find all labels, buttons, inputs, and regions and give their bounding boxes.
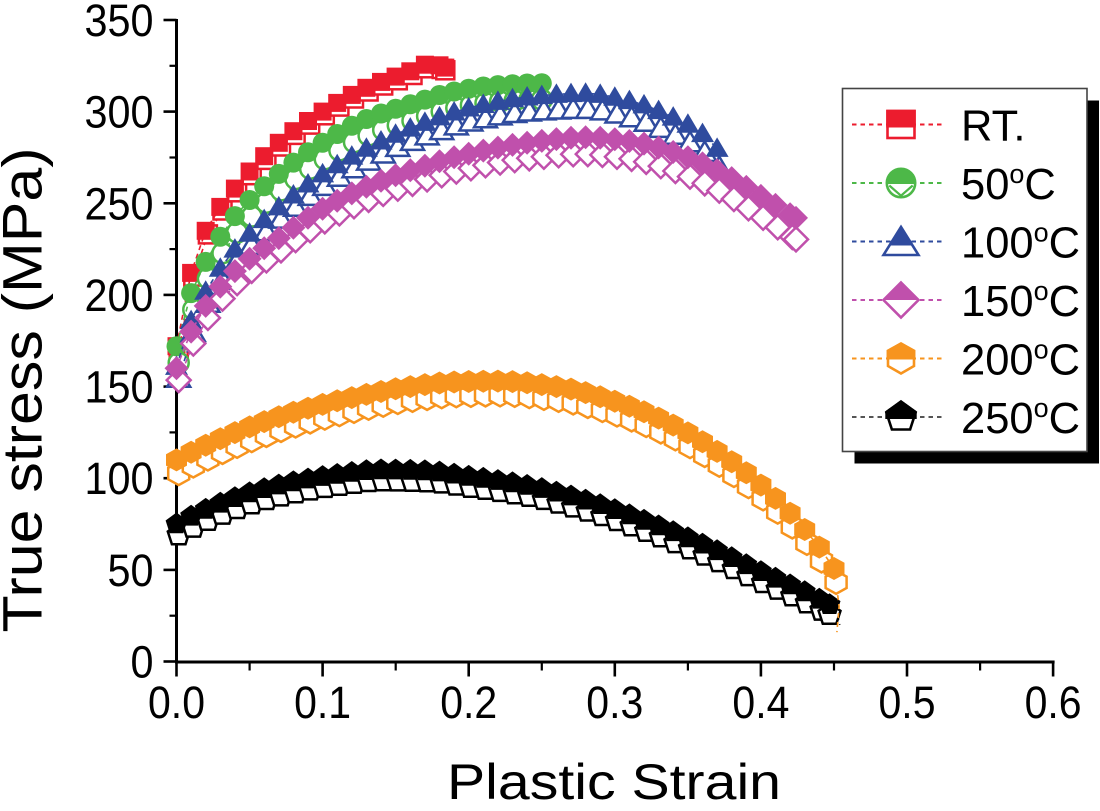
svg-text:200oC: 200oC [961,335,1080,385]
svg-text:0.4: 0.4 [732,677,789,728]
svg-text:300: 300 [85,87,154,138]
svg-text:Plastic Strain: Plastic Strain [447,754,781,806]
svg-text:250: 250 [85,178,154,229]
svg-text:100oC: 100oC [961,218,1080,268]
svg-text:0.5: 0.5 [879,677,936,728]
svg-text:150oC: 150oC [961,276,1080,326]
svg-text:0.1: 0.1 [294,677,351,728]
svg-text:50: 50 [108,545,154,596]
svg-text:250oC: 250oC [961,393,1080,443]
svg-text:0: 0 [131,637,154,688]
svg-text:50oC: 50oC [961,159,1056,209]
svg-text:0.3: 0.3 [586,677,643,728]
svg-text:0.0: 0.0 [148,677,205,728]
svg-text:0.2: 0.2 [440,677,497,728]
svg-text:100: 100 [85,453,154,504]
svg-text:0.6: 0.6 [1025,677,1082,728]
svg-text:150: 150 [85,362,154,413]
svg-text:350: 350 [85,0,154,46]
svg-text:RT.: RT. [961,103,1025,151]
svg-text:200: 200 [85,270,154,321]
svg-text:True stress (MPa): True stress (MPa) [0,147,54,632]
